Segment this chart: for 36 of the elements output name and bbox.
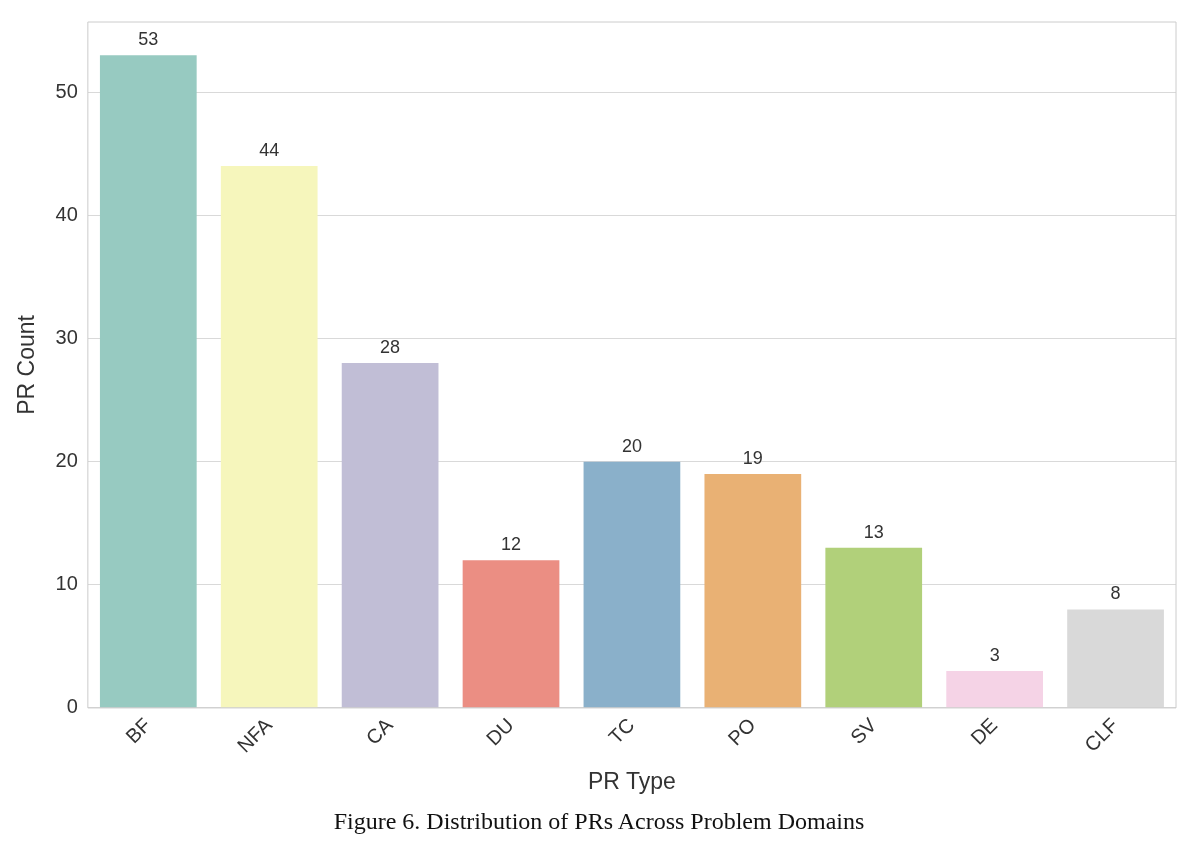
x-tick-label: SV — [846, 713, 881, 749]
y-tick-label: 30 — [55, 326, 78, 348]
x-axis-title: PR Type — [588, 767, 676, 794]
bar — [704, 473, 802, 708]
data-label: 19 — [742, 447, 763, 468]
bar — [825, 547, 923, 708]
data-label: 28 — [380, 337, 401, 358]
x-tick-label: PO — [723, 713, 760, 750]
bar — [341, 363, 439, 708]
y-tick-label: 50 — [55, 79, 78, 102]
bar — [946, 670, 1043, 708]
y-tick-label: 40 — [55, 202, 78, 225]
y-axis-title: PR Count — [13, 314, 40, 415]
x-tick-label: CLF — [1079, 713, 1123, 756]
data-label: 53 — [138, 29, 159, 50]
x-tick-label: DE — [966, 713, 1002, 749]
data-label: 3 — [989, 644, 1000, 665]
bar — [462, 560, 560, 708]
data-label: 13 — [863, 521, 884, 542]
y-tick-label: 0 — [66, 695, 78, 718]
data-label: 44 — [259, 140, 280, 161]
bar — [220, 166, 318, 708]
data-label: 8 — [1110, 583, 1121, 604]
bar — [583, 461, 681, 708]
x-tick-label: DU — [481, 713, 518, 750]
bar — [99, 55, 197, 708]
caption: Figure 6. Distribution of PRs Across Problem Domains — [332, 808, 866, 835]
data-label: 20 — [621, 435, 642, 456]
data-label: 12 — [501, 534, 522, 555]
x-tick-label: NFA — [232, 713, 277, 757]
x-tick-label: TC — [604, 713, 639, 748]
bar — [1067, 609, 1164, 708]
x-tick-label: BF — [121, 713, 156, 748]
y-tick-label: 20 — [55, 449, 78, 472]
y-tick-label: 10 — [55, 572, 78, 595]
x-tick-label: CA — [361, 713, 398, 749]
